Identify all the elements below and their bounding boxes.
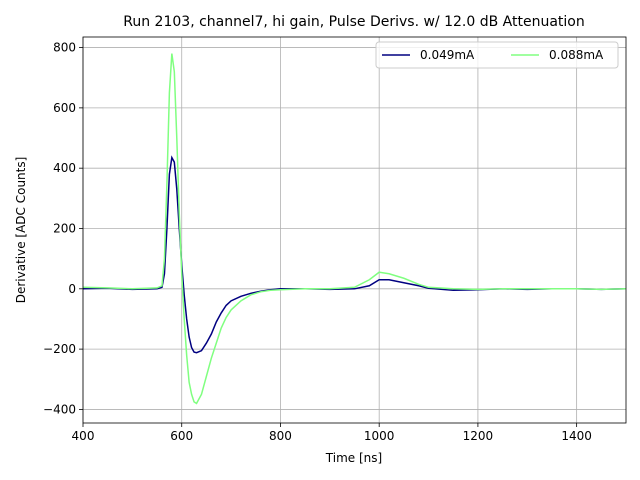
x-tick-label: 1200	[463, 429, 494, 443]
x-tick-label: 600	[170, 429, 193, 443]
series-line	[82, 53, 627, 405]
y-tick-label: 800	[53, 41, 76, 55]
legend-box	[375, 41, 619, 69]
chart-title: Run 2103, channel7, hi gain, Pulse Deriv…	[123, 14, 584, 30]
y-tick-label: −200	[43, 342, 76, 356]
y-tick-label: 600	[53, 101, 76, 115]
x-tick-label: 800	[269, 429, 292, 443]
y-axis-label: Derivative [ADC Counts]	[14, 157, 28, 304]
x-tick-label: 400	[72, 429, 95, 443]
x-tick-label: 1400	[561, 429, 592, 443]
x-tick-label: 1000	[364, 429, 395, 443]
x-axis-label: Time [ns]	[325, 451, 382, 465]
series-line	[82, 155, 627, 354]
y-tick-label: 0	[68, 282, 76, 296]
y-tick-label: 200	[53, 221, 76, 235]
y-tick-label: 400	[53, 161, 76, 175]
legend-label: 0.049mA	[420, 48, 475, 62]
legend-label: 0.088mA	[549, 48, 604, 62]
plot-frame	[82, 36, 627, 424]
y-tick-label: −400	[43, 402, 76, 416]
